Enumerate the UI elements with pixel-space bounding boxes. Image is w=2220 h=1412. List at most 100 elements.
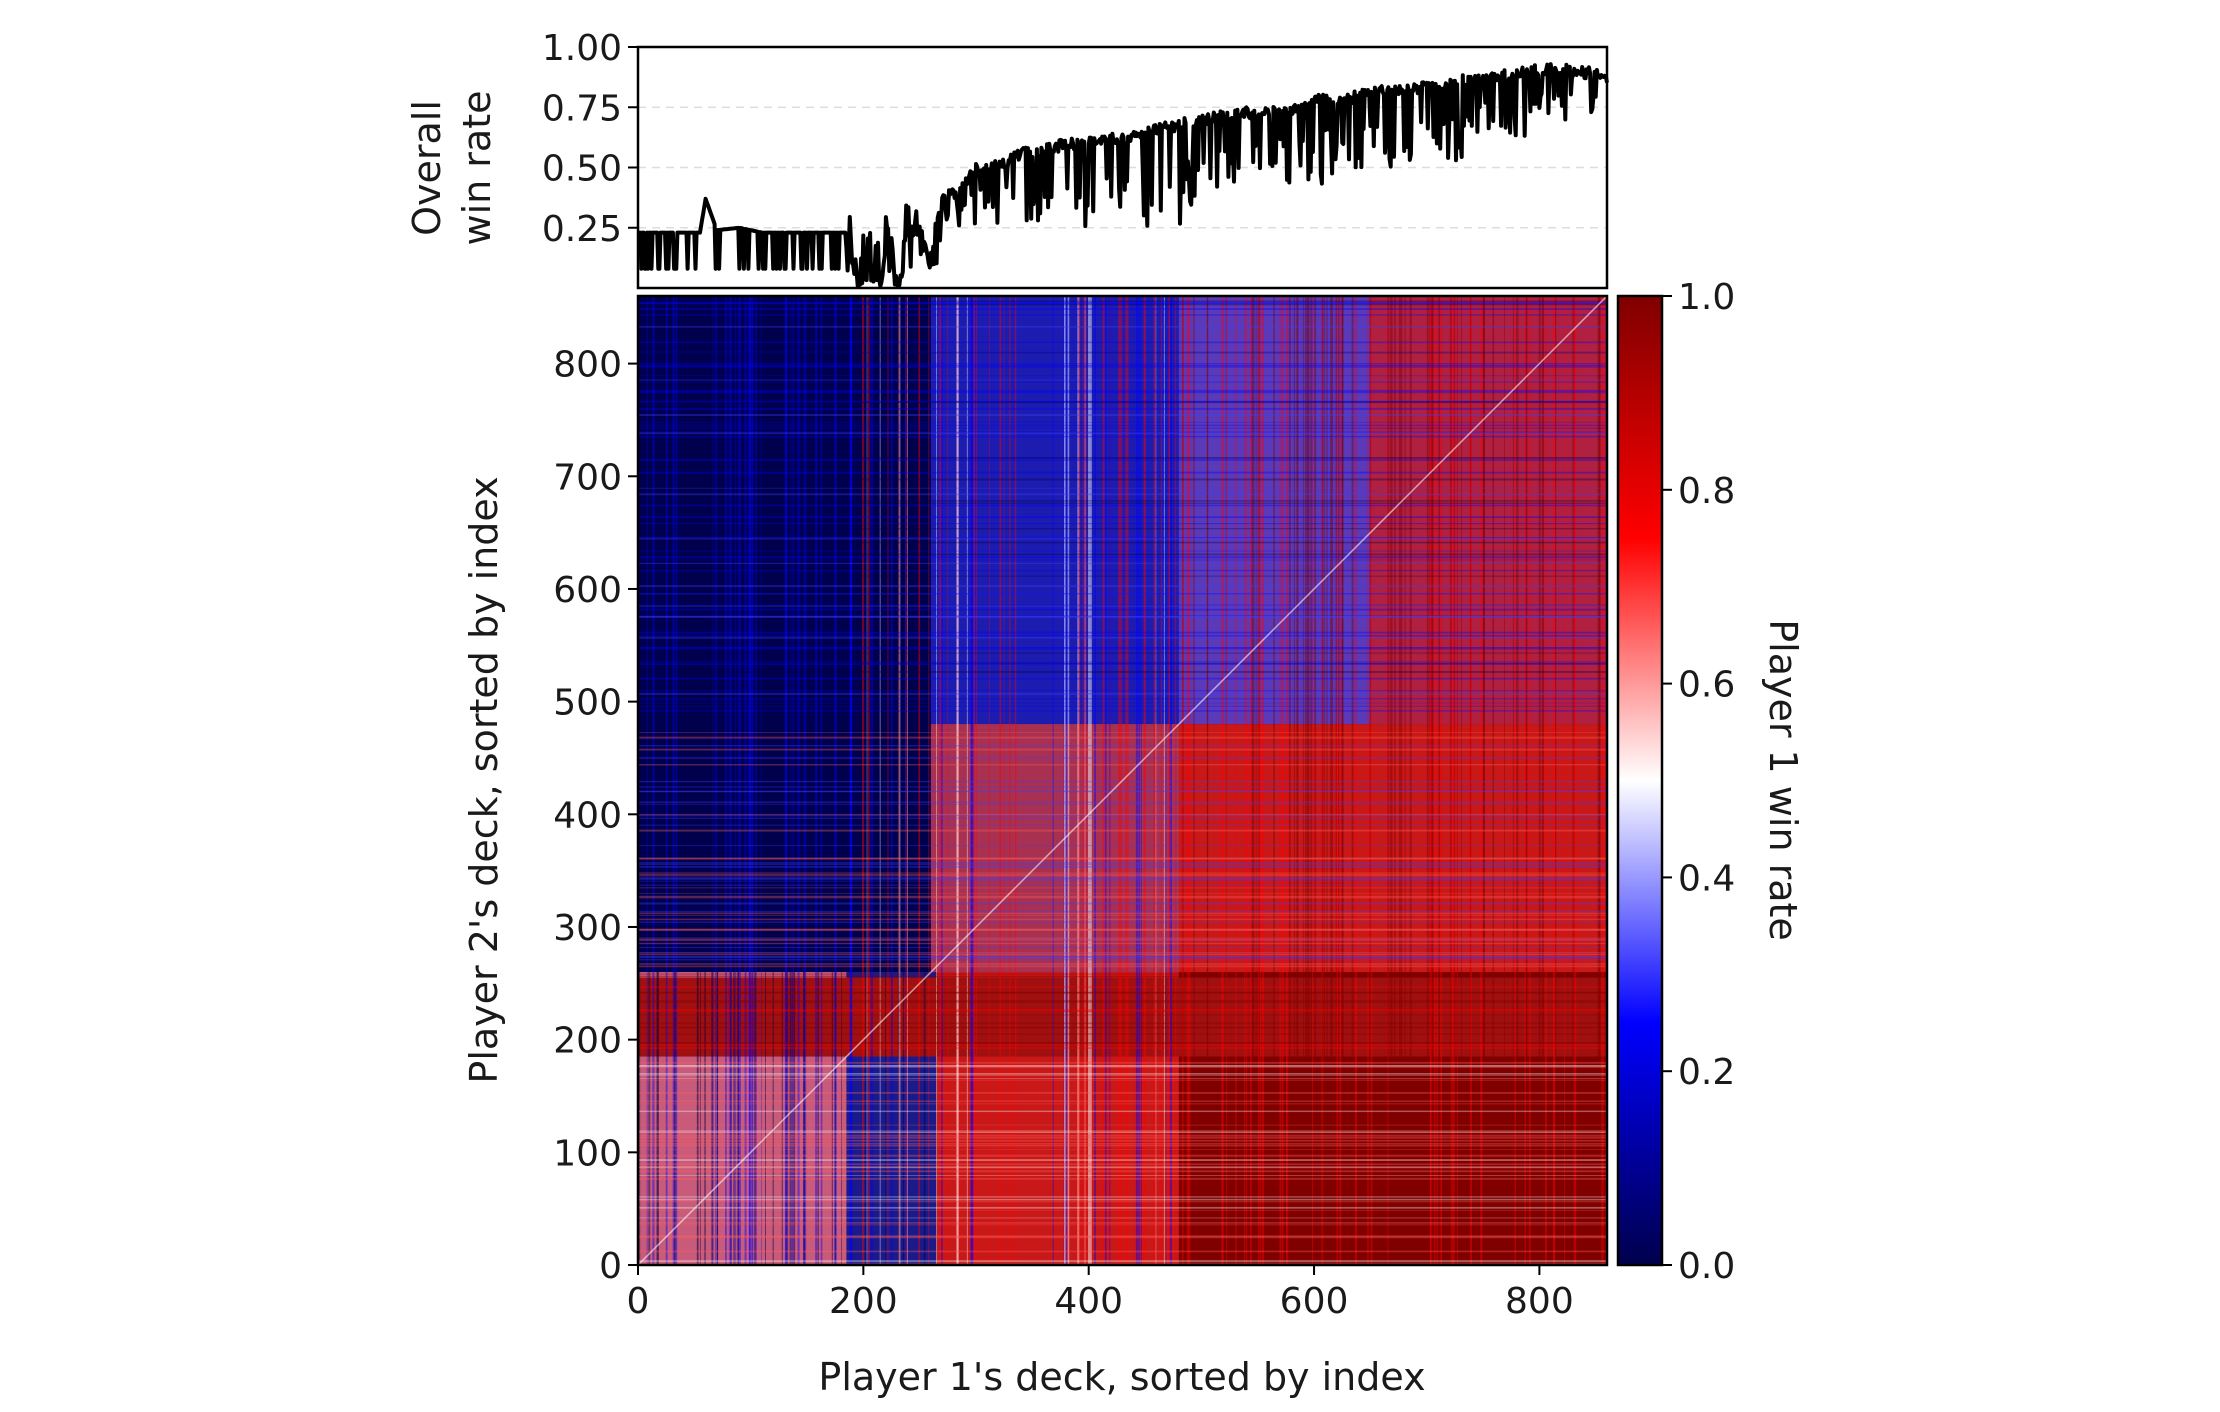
heatmap-column-stripe	[957, 296, 959, 1265]
heatmap-column-stripe	[1492, 296, 1495, 1265]
heatmap-row-stripe	[638, 381, 1607, 383]
heatmap-column-stripe	[1390, 296, 1392, 1265]
heatmap-column-stripe	[1169, 296, 1172, 1265]
heatmap-column-stripe	[1261, 296, 1264, 1265]
heatmap-column-stripe	[1088, 296, 1090, 1265]
heatmap-column-stripe	[1398, 296, 1401, 1265]
heatmap-row-stripe	[638, 939, 1607, 941]
top-ytick-label: 0.50	[542, 149, 622, 190]
heatmap-row-stripe	[638, 956, 1607, 958]
heatmap-column-stripe	[1257, 296, 1260, 1265]
heatmap-column-stripe	[1120, 296, 1122, 1265]
heatmap-row-stripe	[638, 1008, 1607, 1010]
heatmap-row-stripe	[638, 375, 1607, 377]
heatmap-row-stripe	[638, 910, 1607, 913]
heatmap-column-stripe	[712, 296, 714, 1265]
heatmap-column-stripe	[1090, 296, 1092, 1265]
heatmap-row-stripe	[638, 1131, 1607, 1133]
heatmap-row-stripe	[638, 912, 1607, 915]
heatmap-column-stripe	[1572, 296, 1575, 1265]
heatmap-row-stripe	[638, 946, 1607, 949]
heatmap-column-stripe	[834, 296, 836, 1265]
heatmap-column-stripe	[897, 296, 900, 1265]
heatmap-row-stripe	[638, 824, 1607, 826]
heatmap-row-stripe	[638, 1130, 1607, 1132]
heatmap-row-stripe	[638, 1027, 1607, 1029]
heatmap-column-stripe	[1438, 296, 1441, 1265]
heatmap-column-stripe	[751, 296, 753, 1265]
heatmap-column-stripe	[936, 296, 937, 1265]
heatmap-column-stripe	[1545, 296, 1547, 1265]
heatmap-column-stripe	[656, 296, 659, 1265]
heatmap-row-stripe	[638, 504, 1607, 507]
heatmap-column-stripe	[696, 296, 699, 1265]
heatmap-row-stripe	[638, 1217, 1607, 1219]
heatmap-y-ticks: 0 100 200 300 400 500 600 700 800	[553, 345, 638, 1287]
heatmap-column-stripe	[1310, 296, 1313, 1265]
heatmap-column-stripe	[1221, 296, 1223, 1265]
heatmap-row-stripe	[638, 1222, 1607, 1224]
heatmap-column-stripe	[1526, 296, 1528, 1265]
heatmap-row-stripe	[638, 1067, 1607, 1069]
heatmap-column-stripe	[765, 296, 766, 1265]
heatmap-ytick-label: 0	[599, 1246, 622, 1287]
heatmap-row-stripe	[638, 858, 1607, 860]
heatmap-column-stripe	[1138, 296, 1141, 1265]
heatmap-row-stripe	[638, 562, 1607, 565]
heatmap-row-stripe	[638, 677, 1607, 680]
heatmap-column-stripe	[786, 296, 789, 1265]
heatmap-row-stripe	[638, 300, 1607, 303]
heatmap-column-stripe	[803, 296, 806, 1265]
heatmap-column-stripe	[1243, 296, 1246, 1265]
heatmap-row-stripe	[638, 604, 1607, 606]
heatmap-column-stripe	[1601, 296, 1604, 1265]
heatmap-row-stripe	[638, 401, 1607, 404]
heatmap-column-stripe	[1168, 296, 1170, 1265]
heatmap-column-stripe	[1341, 296, 1344, 1265]
heatmap-row-stripe	[638, 1103, 1607, 1105]
heatmap-column-stripe	[646, 296, 648, 1265]
heatmap-row-stripe	[638, 364, 1607, 366]
heatmap-row-stripe	[638, 379, 1607, 381]
heatmap-column-stripe	[711, 296, 714, 1265]
heatmap-column-stripe	[820, 296, 823, 1265]
heatmap-column-stripe	[1246, 296, 1248, 1265]
heatmap-row-stripe	[638, 942, 1607, 945]
heatmap-column-stripe	[850, 296, 852, 1265]
heatmap-column-stripe	[947, 296, 949, 1265]
heatmap-column-stripe	[1470, 296, 1473, 1265]
heatmap-row-stripe	[638, 1166, 1607, 1169]
heatmap-ytick-label: 500	[553, 683, 622, 724]
heatmap-row-stripe	[638, 928, 1607, 931]
heatmap-xtick-label: 400	[1054, 1281, 1123, 1322]
heatmap-row-stripe	[638, 523, 1607, 525]
heatmap-row-stripe	[638, 1201, 1607, 1203]
heatmap-column-stripe	[791, 296, 793, 1265]
heatmap-column-stripe	[716, 296, 719, 1265]
heatmap-column-stripe	[1252, 296, 1255, 1265]
heatmap-column-stripe	[657, 296, 659, 1265]
heatmap-row-stripe	[638, 732, 1607, 734]
heatmap-column-stripe	[1453, 296, 1456, 1265]
heatmap-row-stripe	[638, 710, 1607, 712]
heatmap-column-stripe	[1273, 296, 1275, 1265]
heatmap-row-stripe	[638, 1091, 1607, 1094]
heatmap-column-stripe	[738, 296, 740, 1265]
heatmap-column-stripe	[1429, 296, 1431, 1265]
heatmap-column-stripe	[1308, 296, 1310, 1265]
heatmap-row-stripe	[638, 1170, 1607, 1173]
heatmap-row-stripe	[638, 502, 1607, 504]
heatmap-row-stripe	[638, 414, 1607, 417]
heatmap-row-stripe	[638, 1196, 1607, 1198]
heatmap-column-stripe	[902, 296, 905, 1265]
heatmap-column-stripe	[1163, 296, 1165, 1265]
heatmap-column-stripe	[699, 296, 701, 1265]
heatmap-row-stripe	[638, 608, 1607, 611]
heatmap-row-stripe	[638, 1065, 1607, 1068]
heatmap-ylabel: Player 2's deck, sorted by index	[462, 476, 506, 1083]
heatmap-column-stripe	[1321, 296, 1324, 1265]
heatmap-column-stripe	[885, 296, 886, 1265]
heatmap-column-stripe	[1430, 296, 1432, 1265]
heatmap-column-stripe	[988, 296, 990, 1265]
heatmap-row-stripe	[638, 1206, 1607, 1209]
